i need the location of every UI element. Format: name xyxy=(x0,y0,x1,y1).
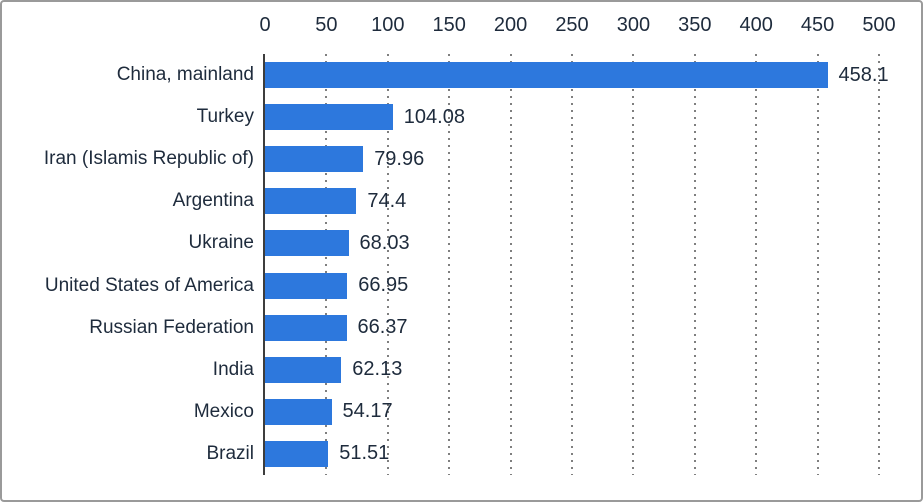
bar xyxy=(265,440,329,467)
gridline xyxy=(386,54,389,475)
x-tick-label: 150 xyxy=(432,14,466,36)
bar xyxy=(265,230,349,257)
value-label: 54.17 xyxy=(342,400,393,423)
category-label: China, mainland xyxy=(116,64,254,86)
x-tick-label: 350 xyxy=(678,14,712,36)
x-tick-label: 250 xyxy=(555,14,589,36)
value-label: 104.08 xyxy=(403,105,465,128)
bar xyxy=(265,146,364,173)
gridline xyxy=(325,54,328,475)
bar xyxy=(265,314,347,341)
bar xyxy=(265,104,393,131)
category-label: Argentina xyxy=(172,190,254,212)
value-label: 66.37 xyxy=(357,316,408,339)
category-label: United States of America xyxy=(44,274,254,296)
category-label: Russian Federation xyxy=(89,316,254,338)
x-tick-label: 0 xyxy=(259,14,271,36)
value-label: 66.95 xyxy=(358,274,409,297)
bar xyxy=(265,272,348,299)
gridline xyxy=(509,54,512,475)
x-tick-label: 300 xyxy=(616,14,651,36)
category-label: Ukraine xyxy=(188,232,254,254)
bar xyxy=(265,398,332,425)
x-tick-label: 450 xyxy=(800,14,835,36)
category-label: Turkey xyxy=(196,106,254,128)
value-label: 79.96 xyxy=(374,147,425,170)
x-tick-label: 500 xyxy=(862,14,896,36)
x-tick-label: 200 xyxy=(493,14,528,36)
bar xyxy=(265,188,357,215)
bar xyxy=(265,356,342,383)
gridline xyxy=(816,54,819,475)
gridline xyxy=(878,54,880,475)
gridline xyxy=(571,54,573,475)
value-label: 51.51 xyxy=(339,442,390,465)
category-label: Brazil xyxy=(206,442,254,464)
bar xyxy=(265,62,828,89)
category-label: Mexico xyxy=(193,400,254,422)
value-label: 68.03 xyxy=(359,231,410,254)
value-label: 74.4 xyxy=(367,189,407,212)
x-tick-label: 100 xyxy=(371,14,405,36)
value-label: 458.1 xyxy=(838,63,889,86)
gridline xyxy=(693,54,696,475)
y-axis-line xyxy=(263,54,265,475)
gridline xyxy=(632,54,635,475)
gridline xyxy=(448,54,451,475)
x-tick-label: 50 xyxy=(315,14,338,36)
gridline xyxy=(755,54,758,475)
x-tick-label: 400 xyxy=(739,14,773,36)
category-label: Iran (Islamis Republic of) xyxy=(43,148,254,170)
value-label: 62.13 xyxy=(352,358,403,381)
category-label: India xyxy=(212,358,254,380)
